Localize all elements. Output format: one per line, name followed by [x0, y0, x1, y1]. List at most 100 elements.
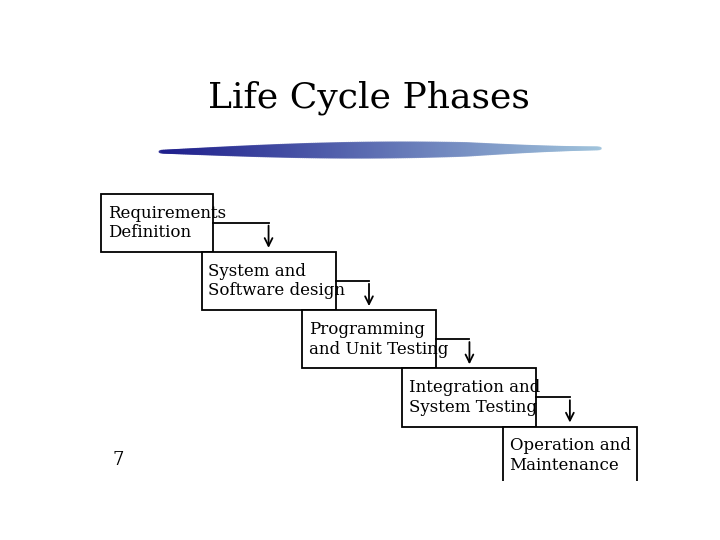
- Ellipse shape: [220, 147, 227, 156]
- Ellipse shape: [529, 146, 536, 152]
- Ellipse shape: [343, 143, 349, 158]
- Ellipse shape: [181, 149, 188, 154]
- Ellipse shape: [247, 146, 253, 156]
- Ellipse shape: [505, 145, 511, 153]
- Ellipse shape: [395, 142, 402, 158]
- Ellipse shape: [295, 144, 302, 158]
- Ellipse shape: [159, 151, 166, 153]
- Ellipse shape: [463, 143, 470, 156]
- Ellipse shape: [465, 143, 472, 156]
- Ellipse shape: [555, 146, 562, 151]
- Ellipse shape: [306, 144, 312, 158]
- Ellipse shape: [273, 145, 279, 157]
- Ellipse shape: [203, 148, 210, 154]
- Ellipse shape: [397, 142, 404, 158]
- Ellipse shape: [229, 147, 235, 156]
- Ellipse shape: [422, 142, 428, 157]
- Ellipse shape: [446, 143, 452, 157]
- Ellipse shape: [293, 144, 300, 157]
- Ellipse shape: [312, 143, 319, 158]
- Text: Operation and
Maintenance: Operation and Maintenance: [510, 437, 631, 474]
- Ellipse shape: [406, 142, 413, 158]
- Ellipse shape: [513, 145, 520, 153]
- Ellipse shape: [179, 150, 186, 154]
- Ellipse shape: [258, 145, 264, 157]
- Ellipse shape: [319, 143, 325, 158]
- Ellipse shape: [546, 146, 553, 151]
- Ellipse shape: [413, 142, 420, 158]
- Ellipse shape: [538, 146, 544, 152]
- Ellipse shape: [275, 145, 282, 157]
- Ellipse shape: [304, 144, 310, 158]
- Ellipse shape: [190, 148, 197, 154]
- Ellipse shape: [572, 147, 579, 150]
- Ellipse shape: [566, 147, 572, 151]
- Ellipse shape: [231, 146, 238, 156]
- Ellipse shape: [297, 144, 304, 158]
- Ellipse shape: [207, 148, 214, 155]
- Ellipse shape: [509, 145, 516, 153]
- Ellipse shape: [356, 143, 363, 158]
- Ellipse shape: [500, 145, 507, 154]
- Ellipse shape: [376, 142, 382, 158]
- Ellipse shape: [300, 144, 306, 158]
- Ellipse shape: [249, 146, 256, 156]
- Ellipse shape: [264, 145, 271, 157]
- Ellipse shape: [581, 147, 588, 150]
- Ellipse shape: [170, 150, 176, 153]
- Ellipse shape: [277, 145, 284, 157]
- Ellipse shape: [456, 143, 463, 156]
- Ellipse shape: [199, 148, 205, 154]
- Ellipse shape: [444, 143, 450, 157]
- Ellipse shape: [452, 143, 459, 157]
- Ellipse shape: [341, 143, 347, 158]
- Ellipse shape: [216, 147, 222, 155]
- Ellipse shape: [474, 143, 481, 156]
- Ellipse shape: [352, 143, 359, 158]
- Ellipse shape: [496, 144, 503, 154]
- Ellipse shape: [260, 145, 266, 157]
- Ellipse shape: [302, 144, 308, 158]
- Ellipse shape: [439, 143, 446, 157]
- Ellipse shape: [338, 143, 345, 158]
- Text: Programming
and Unit Testing: Programming and Unit Testing: [309, 321, 448, 357]
- Bar: [101, 194, 213, 252]
- Ellipse shape: [559, 146, 566, 151]
- Ellipse shape: [470, 143, 477, 156]
- Ellipse shape: [225, 147, 231, 156]
- Ellipse shape: [325, 143, 332, 158]
- Ellipse shape: [579, 147, 586, 150]
- Ellipse shape: [542, 146, 549, 151]
- Ellipse shape: [536, 146, 542, 152]
- Text: System and
Software design: System and Software design: [208, 263, 346, 299]
- Ellipse shape: [286, 144, 292, 157]
- Ellipse shape: [210, 148, 216, 155]
- Ellipse shape: [477, 143, 483, 155]
- Ellipse shape: [400, 142, 406, 158]
- Ellipse shape: [518, 145, 524, 153]
- Ellipse shape: [584, 147, 590, 150]
- Ellipse shape: [387, 142, 393, 158]
- Ellipse shape: [588, 147, 595, 150]
- Ellipse shape: [238, 146, 245, 156]
- Ellipse shape: [544, 146, 551, 151]
- Ellipse shape: [367, 142, 374, 158]
- Ellipse shape: [168, 150, 174, 153]
- Ellipse shape: [418, 142, 424, 157]
- Ellipse shape: [218, 147, 225, 155]
- Ellipse shape: [345, 143, 351, 158]
- Ellipse shape: [503, 145, 509, 153]
- Ellipse shape: [516, 145, 522, 153]
- Ellipse shape: [479, 144, 485, 155]
- Ellipse shape: [310, 144, 317, 158]
- Text: Life Cycle Phases: Life Cycle Phases: [208, 81, 530, 116]
- Bar: [503, 427, 637, 485]
- Ellipse shape: [271, 145, 277, 157]
- Ellipse shape: [525, 145, 531, 152]
- Ellipse shape: [290, 144, 297, 157]
- Ellipse shape: [279, 145, 286, 157]
- Ellipse shape: [354, 143, 361, 158]
- Ellipse shape: [332, 143, 338, 158]
- Ellipse shape: [485, 144, 492, 154]
- Ellipse shape: [334, 143, 341, 158]
